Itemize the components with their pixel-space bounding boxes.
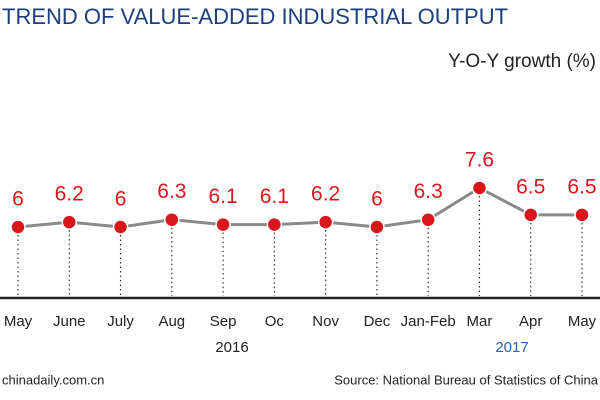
value-label: 6	[12, 188, 24, 211]
x-tick-label: Oc	[265, 313, 285, 330]
value-label: 6.2	[311, 183, 340, 206]
chart-title: TREND OF VALUE-ADDED INDUSTRIAL OUTPUT	[2, 4, 508, 29]
x-tick-label: Aug	[158, 313, 185, 330]
x-tick-label: Jan-Feb	[401, 313, 456, 330]
marker	[164, 211, 180, 228]
year-label: 2017	[495, 339, 528, 356]
value-label: 6.5	[567, 175, 596, 198]
marker	[574, 207, 590, 223]
value-label: 6.3	[414, 180, 443, 203]
x-tick-label: May	[4, 313, 33, 330]
x-tick-label: Apr	[519, 313, 542, 330]
x-tick-label: Sep	[210, 313, 237, 330]
marker	[10, 219, 26, 235]
marker	[215, 216, 231, 233]
value-label: 6.3	[157, 180, 186, 203]
year-label: 2016	[215, 339, 248, 356]
chart-subtitle: Y-O-Y growth (%)	[448, 51, 596, 72]
x-tick-label: Nov	[312, 313, 339, 330]
x-tick-label: Dec	[364, 313, 391, 330]
marker	[61, 214, 78, 230]
marker	[266, 216, 283, 233]
source: Source: National Bureau of Statistics of…	[334, 372, 599, 387]
value-label: 7.6	[465, 149, 494, 172]
marker	[317, 214, 334, 230]
footer-site: chinadaily.com.cn	[2, 372, 104, 387]
value-label: 6.1	[208, 185, 237, 208]
marker	[420, 211, 436, 228]
x-tick-label: June	[53, 313, 86, 330]
marker	[112, 219, 129, 235]
x-tick-label: May	[568, 313, 597, 330]
value-label: 6	[371, 188, 383, 211]
value-label: 6.1	[260, 185, 289, 208]
x-tick-label: July	[107, 313, 134, 330]
value-label: 6.2	[55, 183, 84, 206]
marker	[471, 180, 488, 196]
line	[17, 186, 582, 229]
value-label: 6.5	[516, 175, 545, 198]
value-label: 6	[115, 188, 127, 211]
x-tick-label: Mar	[467, 313, 493, 330]
marker	[369, 219, 385, 235]
marker	[522, 207, 539, 223]
